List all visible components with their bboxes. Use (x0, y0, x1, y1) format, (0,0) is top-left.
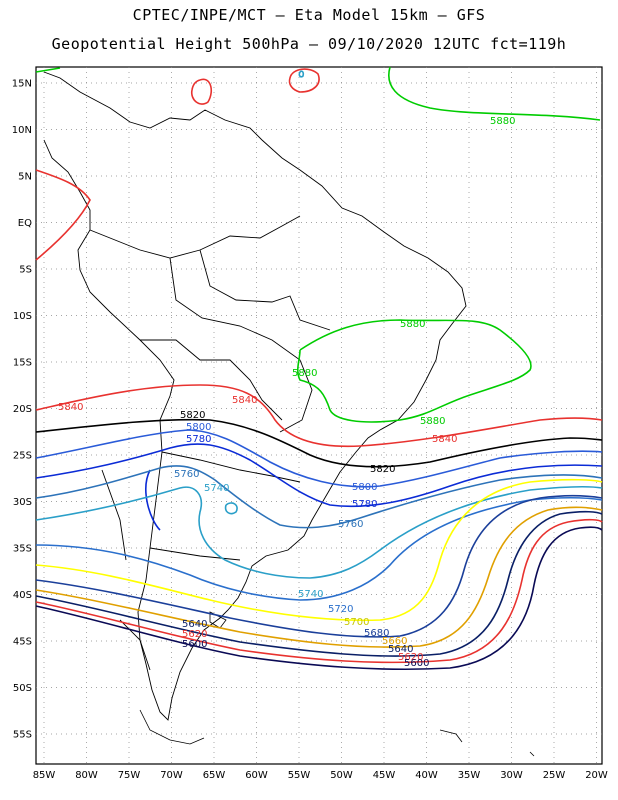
lon-label: 55W (288, 770, 311, 781)
contour-5840 (35, 384, 603, 448)
label-5760-east: 5760 (338, 519, 363, 530)
contour-5880-northwest (35, 67, 61, 73)
graticule (36, 67, 602, 764)
lat-label: 10S (13, 311, 32, 322)
contour-5780-west (145, 469, 161, 531)
lat-label: 30S (13, 497, 32, 508)
latitude-labels: 15N 10N 5N EQ 5S 10S 15S 20S 25S 30S 35S 40S 45S 50S 5… (12, 79, 32, 741)
longitude-labels: 85W 80W 75W 70W 65W 60W 55W 50W 45W 40W 35W 30W 25W 2… (33, 770, 608, 781)
contour-5700 (35, 478, 603, 622)
contour-5740 (35, 485, 603, 579)
label-5880-east: 5880 (400, 319, 425, 330)
contour-5820 (35, 418, 603, 468)
label-5840-west: 5840 (58, 402, 83, 413)
contour-5800 (35, 429, 603, 488)
lat-label: 45S (13, 637, 32, 648)
contour-5740-cell (224, 502, 238, 515)
contour-5880-north (388, 66, 601, 121)
lon-label: 25W (543, 770, 566, 781)
lat-label: 25S (13, 451, 32, 462)
lat-label: 10N (12, 125, 32, 136)
label-5660: 5660 (382, 636, 407, 647)
label-5880-south: 5880 (420, 416, 445, 427)
lon-label: 20W (585, 770, 608, 781)
lon-label: 60W (245, 770, 268, 781)
lon-label: 80W (75, 770, 98, 781)
label-5800-west: 5800 (186, 422, 211, 433)
coastline (43, 71, 467, 721)
label-5780-east: 5780 (352, 499, 377, 510)
lat-label: 40S (13, 590, 32, 601)
label-5780-west: 5780 (186, 434, 211, 445)
contour-5760 (35, 465, 603, 529)
label-5820-east: 5820 (370, 464, 395, 475)
lat-label: 50S (13, 683, 32, 694)
lon-label: 45W (373, 770, 396, 781)
contour-5660 (35, 506, 603, 648)
label-5740-south: 5740 (298, 589, 323, 600)
label-5680: 5680 (364, 628, 389, 639)
contour-5640 (35, 510, 603, 657)
label-5640-west: 5640 (182, 619, 207, 630)
label-5760-west: 5760 (174, 469, 199, 480)
label-5800-east: 5800 (352, 482, 377, 493)
lat-label: 5N (18, 172, 32, 183)
label-5720: 5720 (328, 604, 353, 615)
label-5640-east: 5640 (388, 644, 413, 655)
contour-lines (35, 66, 603, 671)
label-5820-west: 5820 (180, 410, 205, 421)
contour-5680 (35, 494, 603, 638)
label-5700: 5700 (344, 617, 369, 628)
title-line-2: Geopotential Height 500hPa – 09/10/2020 … (51, 35, 567, 53)
label-5840-mid: 5840 (232, 395, 257, 406)
title-line-1: CPTEC/INPE/MCT – Eta Model 15km – GFS (132, 6, 486, 24)
label-5840-east: 5840 (432, 434, 457, 445)
label-5880-north: 5880 (490, 116, 515, 127)
label-5620-east: 5620 (398, 652, 423, 663)
lat-label: EQ (18, 218, 32, 229)
label-5620-west: 5620 (182, 629, 207, 640)
lon-label: 75W (118, 770, 141, 781)
label-5600-west: 5600 (182, 639, 207, 650)
map-frame (35, 66, 603, 765)
contour-5840-northwest (35, 169, 91, 261)
lat-label: 15S (13, 358, 32, 369)
contour-cell-core (298, 70, 305, 78)
lon-label: 30W (500, 770, 523, 781)
lat-label: 5S (19, 265, 32, 276)
lon-label: 35W (458, 770, 481, 781)
contour-5840-cell-1 (190, 78, 212, 105)
lon-label: 40W (415, 770, 438, 781)
contour-5840-cell-2 (288, 68, 320, 93)
contour-5620 (35, 518, 603, 664)
lat-label: 35S (13, 544, 32, 555)
lon-label: 65W (203, 770, 226, 781)
lon-label: 70W (160, 770, 183, 781)
contour-5880-brazil (297, 319, 532, 423)
contour-5780 (35, 443, 603, 508)
lon-label: 85W (33, 770, 56, 781)
label-5880-west: 5880 (292, 368, 317, 379)
contour-labels: 5880 5880 5880 5880 5840 5840 5840 5820 … (58, 116, 515, 669)
contour-5600 (35, 526, 603, 671)
lat-label: 20S (13, 404, 32, 415)
label-5600-east: 5600 (404, 658, 429, 669)
lat-label: 15N (12, 79, 32, 90)
lat-label: 55S (13, 730, 32, 741)
lon-label: 50W (330, 770, 353, 781)
label-5740-west: 5740 (204, 483, 229, 494)
